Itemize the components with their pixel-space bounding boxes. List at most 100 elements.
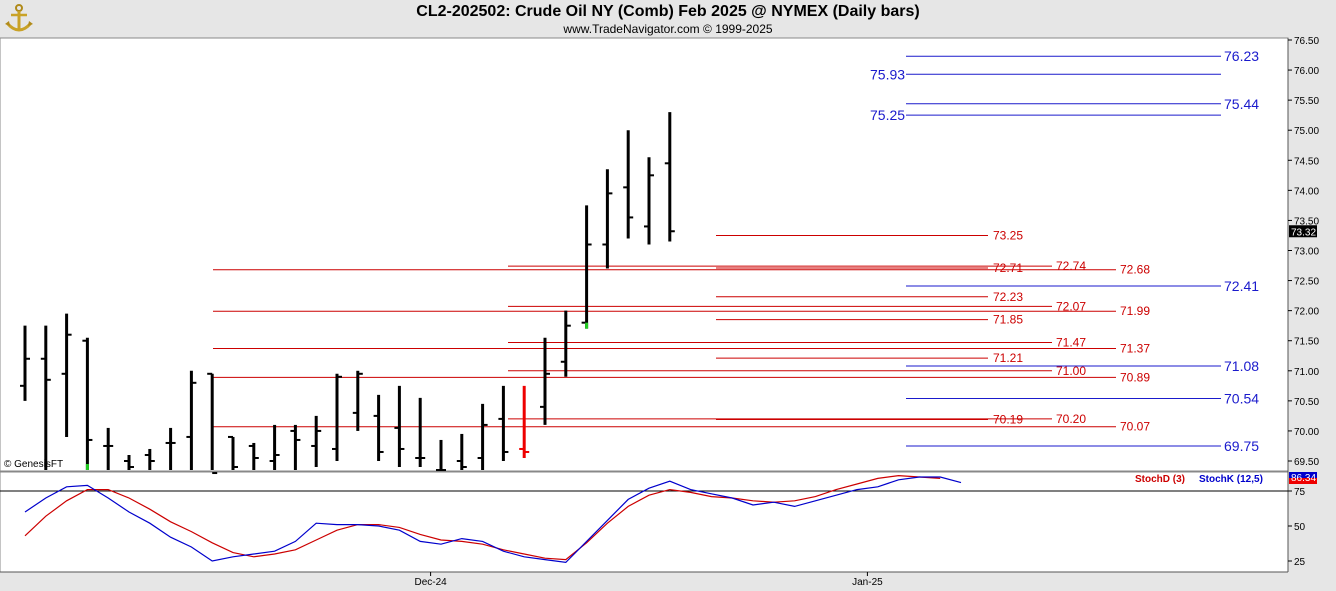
- stoch-tick-label: 75: [1294, 487, 1306, 498]
- stoch-tick-label: 50: [1294, 522, 1306, 533]
- blue-level-label: 72.41: [1224, 278, 1259, 294]
- ohlc-bar: [124, 454, 134, 470]
- legend-stochd: StochD (3): [1135, 474, 1185, 485]
- stochastic-lines: [0, 474, 1288, 564]
- price-tick-label: 73.00: [1294, 247, 1319, 258]
- stoch-last-tag: 86.34: [1289, 472, 1317, 484]
- last-price-tag: 73.32: [1289, 225, 1317, 238]
- blue-level-label: 69.75: [1224, 438, 1259, 454]
- price-tick-label: 71.00: [1294, 367, 1319, 378]
- ohlc-bar: [373, 394, 384, 461]
- stoch-last-value: 86.34: [1291, 473, 1316, 484]
- stochastic-axis-ticks: 25 50 75: [1288, 487, 1306, 568]
- price-tick-label: 71.50: [1294, 337, 1319, 348]
- stoch-tick-label: 25: [1294, 557, 1306, 568]
- date-axis: [0, 572, 1336, 591]
- last-price-label: 73.32: [1291, 227, 1316, 238]
- red-level-label: 71.21: [993, 351, 1023, 365]
- ohlc-bar: [644, 157, 654, 245]
- ohlc-bar: [394, 385, 405, 468]
- price-panel: [0, 37, 1289, 472]
- price-bars: [20, 112, 675, 475]
- ohlc-bar: [581, 205, 592, 329]
- price-tick-label: 76.00: [1294, 66, 1319, 77]
- ohlc-bar: [436, 439, 446, 472]
- price-tick-label: 72.00: [1294, 307, 1319, 318]
- stochd-line: [24, 474, 941, 561]
- ohlc-bar: [560, 310, 571, 377]
- ohlc-bar: [664, 112, 675, 242]
- date-labels: Dec-24 Jan-25: [414, 572, 883, 588]
- red-level-label: 72.71: [993, 261, 1023, 275]
- price-tick-label: 74.50: [1294, 156, 1319, 167]
- red-level-label: 71.37: [1120, 342, 1150, 356]
- ohlc-bar: [269, 424, 280, 470]
- red-level-label: 71.00: [1056, 364, 1086, 378]
- date-tick-label: Jan-25: [852, 577, 883, 588]
- blue-level-label: 70.54: [1224, 390, 1259, 406]
- red-level-label: 72.23: [993, 290, 1023, 304]
- ohlc-bar: [20, 325, 30, 401]
- red-level-label: 70.19: [993, 413, 1023, 427]
- price-tick-label: 72.50: [1294, 277, 1319, 288]
- ohlc-bar: [415, 397, 426, 468]
- chart-title: CL2-202502: Crude Oil NY (Comb) Feb 2025…: [416, 3, 920, 20]
- chart-subtitle: www.TradeNavigator.com © 1999-2025: [563, 22, 773, 36]
- ohlc-bar: [352, 370, 363, 431]
- red-level-label: 71.47: [1056, 336, 1086, 350]
- ohlc-bar: [165, 427, 176, 470]
- ohlc-bar: [477, 403, 488, 470]
- red-level-label: 71.85: [993, 313, 1023, 327]
- ohlc-bar: [40, 325, 51, 470]
- ohlc-bar: [82, 337, 93, 470]
- stochastic-panel: [0, 471, 1289, 573]
- genesis-watermark: © GenesisFT: [4, 459, 63, 470]
- price-tick-label: 74.00: [1294, 186, 1319, 197]
- ohlc-bar: [103, 427, 114, 470]
- ohlc-bar: [290, 424, 301, 470]
- red-level-label: 70.07: [1120, 420, 1150, 434]
- red-level-label: 70.20: [1056, 412, 1086, 426]
- red-level-label: 72.68: [1120, 263, 1150, 277]
- price-tick-label: 70.00: [1294, 427, 1319, 438]
- ohlc-bar: [186, 370, 197, 470]
- ohlc-bar: [540, 337, 550, 425]
- red-level-label: 72.74: [1056, 259, 1086, 273]
- ohlc-bar: [332, 373, 342, 461]
- price-tick-label: 70.50: [1294, 397, 1319, 408]
- blue-level-label: 76.23: [1224, 48, 1259, 64]
- ohlc-bar: [519, 385, 530, 458]
- ohlc-bar: [602, 169, 613, 269]
- date-tick-label: Dec-24: [414, 577, 447, 588]
- blue-level-label: 75.44: [1224, 96, 1259, 112]
- blue-level-label: 71.08: [1224, 358, 1259, 374]
- legend-stochk: StochK (12,5): [1199, 474, 1263, 485]
- red-level-label: 71.99: [1120, 304, 1150, 318]
- red-level-label: 70.89: [1120, 370, 1150, 384]
- red-level-label: 72.07: [1056, 299, 1086, 313]
- price-tick-label: 69.50: [1294, 457, 1319, 468]
- ohlc-bar: [456, 433, 467, 470]
- price-tick-label: 75.50: [1294, 96, 1319, 107]
- ohlc-bar: [248, 442, 259, 470]
- ohlc-bar: [228, 435, 238, 470]
- ohlc-bar: [623, 130, 634, 239]
- price-tick-label: 75.00: [1294, 126, 1319, 137]
- chart-header: CL2-202502: Crude Oil NY (Comb) Feb 2025…: [0, 0, 1336, 38]
- ohlc-bar: [498, 385, 509, 461]
- ohlc-bar: [311, 415, 322, 468]
- blue-level-label: 75.93: [870, 66, 905, 82]
- ohlc-bar: [207, 372, 218, 475]
- price-tick-label: 76.50: [1294, 36, 1319, 47]
- price-axis-ticks: 69.50 70.00 70.50 71.00 71.50 72.00 72.50 73.00…: [1288, 36, 1319, 468]
- red-level-label: 73.25: [993, 228, 1023, 242]
- price-tick-label: 73.50: [1294, 216, 1319, 227]
- ohlc-bar: [144, 448, 155, 470]
- stochastic-legend: StochD (3) StochK (12,5): [1135, 474, 1263, 485]
- stochk-line: [24, 476, 962, 564]
- level-lines: 73.25 72.74 72.71 72.68 72.23 72.07 71.99 71.85…: [213, 48, 1259, 454]
- ohlc-bar: [61, 313, 72, 437]
- anchor-logo-icon: [4, 3, 34, 35]
- blue-level-label: 75.25: [870, 107, 905, 123]
